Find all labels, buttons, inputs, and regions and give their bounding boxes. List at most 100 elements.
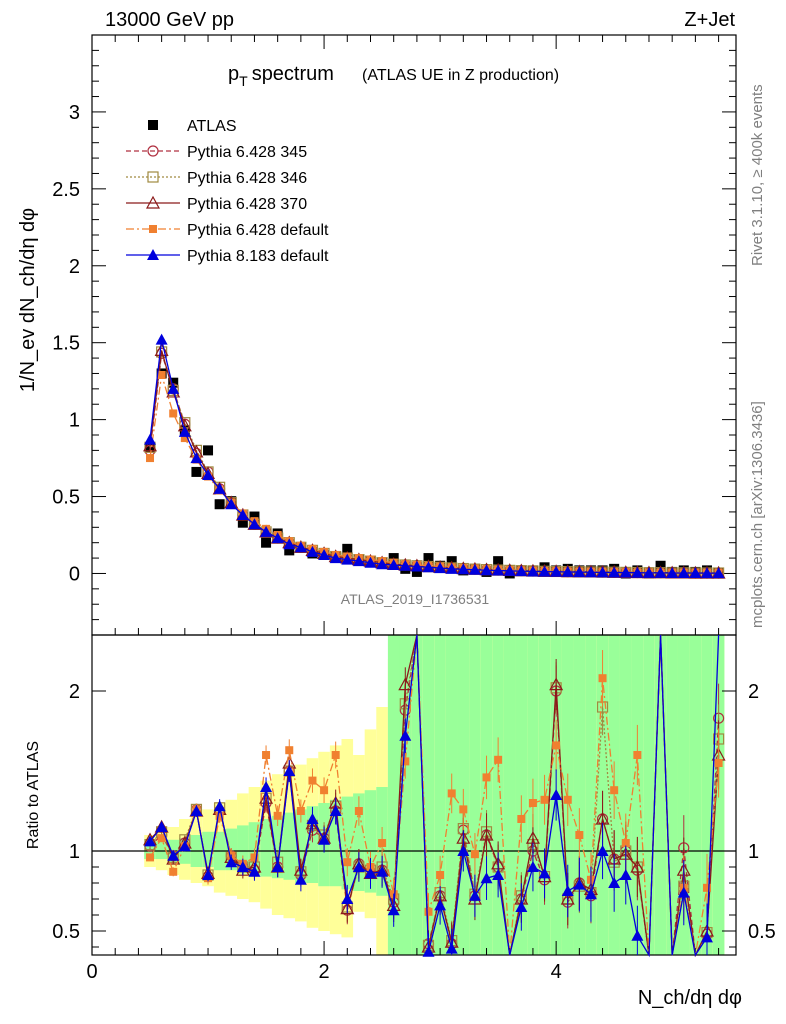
band-green-bin — [341, 796, 354, 890]
ratio-point — [271, 861, 284, 872]
ratio-point — [352, 861, 365, 872]
main-series-5 — [144, 333, 725, 579]
main-point — [271, 532, 284, 544]
plot-title: pT spectrum — [228, 63, 334, 89]
band-green-bin — [364, 790, 377, 893]
ratio-point — [296, 807, 305, 815]
ratio-point — [563, 795, 572, 804]
ratio-point — [294, 873, 307, 885]
ratio-point — [285, 746, 294, 755]
main-point — [178, 425, 191, 437]
main-point — [631, 566, 644, 578]
title-p: p — [228, 63, 239, 85]
ratio-point — [434, 899, 447, 911]
side-rivet-label: Rivet 3.1.10, ≥ 400k events — [749, 84, 766, 266]
main-point — [169, 409, 178, 418]
ratio-point — [167, 849, 180, 861]
ratio-point — [422, 945, 435, 957]
ratio-point — [457, 845, 470, 856]
main-point — [666, 567, 679, 578]
ratio-point — [480, 872, 493, 884]
ratio-point — [424, 907, 433, 916]
ratio-point — [610, 786, 619, 795]
ratio-y-tick-labels: 0.5 0.5 1 1 2 2 — [52, 681, 776, 943]
ratio-point — [550, 789, 563, 800]
main-y-tick-label: 0 — [69, 563, 80, 585]
ratio-point — [633, 751, 642, 759]
band-green-bin — [353, 793, 365, 891]
ratio-point — [631, 929, 644, 941]
main-point — [236, 509, 249, 520]
ratio-point — [169, 867, 178, 876]
band-green-bin — [689, 635, 702, 955]
main-point — [144, 433, 157, 445]
side-mcplots-label: mcplots.cern.ch [arXiv:1306.3436] — [749, 401, 766, 628]
main-point — [492, 564, 505, 576]
main-series-layer — [143, 333, 726, 579]
main-point — [284, 545, 295, 556]
ratio-point — [482, 773, 491, 782]
ratio-point — [343, 858, 352, 867]
ratio-y-tick-label-right: 1 — [748, 841, 759, 863]
main-point — [155, 333, 168, 345]
ratio-point — [526, 861, 539, 872]
main-series-line — [149, 350, 719, 574]
band-green-bin — [585, 635, 597, 955]
legend-marker — [148, 120, 158, 130]
main-point — [526, 565, 539, 577]
ratio-point — [376, 865, 389, 877]
ratio-point — [549, 677, 564, 691]
main-y-tick-label: 0.5 — [52, 487, 80, 509]
main-series-line — [149, 339, 719, 574]
main-point — [596, 566, 609, 578]
ratio-point — [596, 845, 609, 856]
main-point — [294, 541, 307, 553]
legend-label: ATLAS — [187, 118, 237, 135]
ratio-point — [445, 942, 458, 954]
ratio-point — [447, 789, 456, 798]
ratio-point — [492, 869, 505, 880]
band-green-bin — [619, 635, 632, 955]
main-y-tick-labels: 0 0.5 1 1.5 2 2.5 3 — [52, 102, 80, 586]
main-series-2 — [144, 346, 725, 579]
band-green-bin — [503, 635, 516, 955]
legend-marker — [147, 145, 159, 157]
ratio-y-tick-label: 2 — [69, 681, 80, 703]
ratio-point — [215, 811, 224, 820]
ratio-point — [517, 815, 526, 823]
title-sub-t: T — [239, 73, 248, 89]
ratio-point — [318, 833, 331, 845]
band-green-bin — [306, 806, 319, 883]
ratio-point — [248, 865, 261, 877]
band-green-bin — [422, 635, 435, 955]
ratio-point — [702, 883, 711, 892]
x-tick-label: 4 — [551, 961, 562, 983]
band-green-bin — [387, 635, 400, 955]
ratio-point — [178, 840, 191, 852]
ratio-y-tick-label: 0.5 — [52, 921, 80, 943]
ratio-point — [225, 856, 238, 868]
band-green-bin — [515, 635, 528, 955]
main-point — [445, 562, 458, 574]
main-point — [561, 565, 574, 577]
ratio-point — [401, 757, 410, 766]
band-green-bin — [677, 635, 690, 955]
ratio-point — [619, 869, 632, 880]
band-green-bin — [411, 635, 423, 955]
main-point — [608, 566, 621, 578]
band-green-bin — [260, 819, 272, 877]
ratio-point — [354, 807, 363, 815]
main-point — [329, 552, 342, 564]
main-point — [146, 454, 155, 463]
main-point — [700, 567, 713, 579]
main-point — [515, 565, 528, 577]
ratio-point — [329, 805, 342, 816]
ratio-point — [250, 853, 259, 862]
legend-label: Pythia 6.428 346 — [187, 170, 307, 187]
band-green-bin — [271, 815, 284, 879]
main-point — [168, 377, 179, 388]
ratio-point — [470, 850, 479, 859]
main-point — [341, 553, 354, 565]
main-point — [364, 556, 377, 568]
main-point — [480, 564, 493, 576]
